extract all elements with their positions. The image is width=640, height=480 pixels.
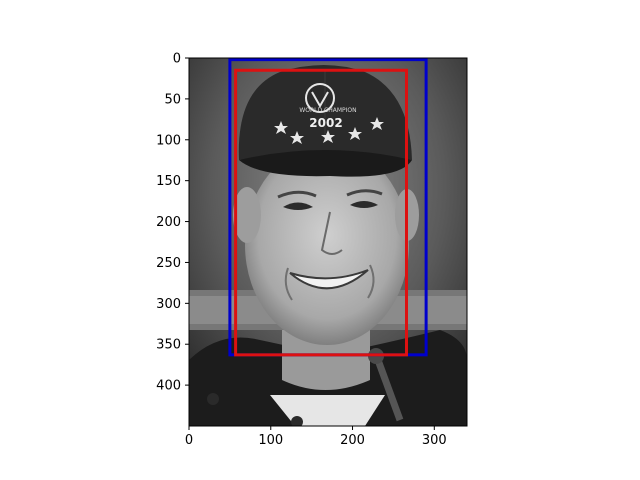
y-tick-label: 350 — [156, 338, 181, 353]
y-tick-label: 400 — [156, 379, 181, 394]
y-tick-label: 300 — [156, 297, 181, 312]
axis-ticks: 0 100 200 300 0 50 100 150 200 250 300 350 400 — [156, 52, 447, 449]
y-tick-label: 200 — [156, 215, 181, 230]
y-tick-label: 0 — [173, 52, 181, 67]
x-tick-label: 100 — [258, 433, 283, 448]
axes-frame — [188, 57, 468, 427]
y-tick-label: 150 — [156, 174, 181, 189]
y-tick-label: 250 — [156, 256, 181, 271]
x-tick-label: 0 — [185, 433, 193, 448]
cap-year-text: 2002 — [309, 116, 342, 130]
y-tick-label: 50 — [164, 92, 181, 107]
x-tick-label: 200 — [340, 433, 365, 448]
portrait-photo: 2002 WORLD CHAMPION — [189, 58, 467, 426]
bounding-boxes — [228, 58, 428, 357]
x-tick-label: 300 — [422, 433, 447, 448]
cap-arc-text: WORLD CHAMPION — [299, 107, 356, 114]
y-tick-label: 100 — [156, 133, 181, 148]
red-box — [234, 68, 408, 357]
